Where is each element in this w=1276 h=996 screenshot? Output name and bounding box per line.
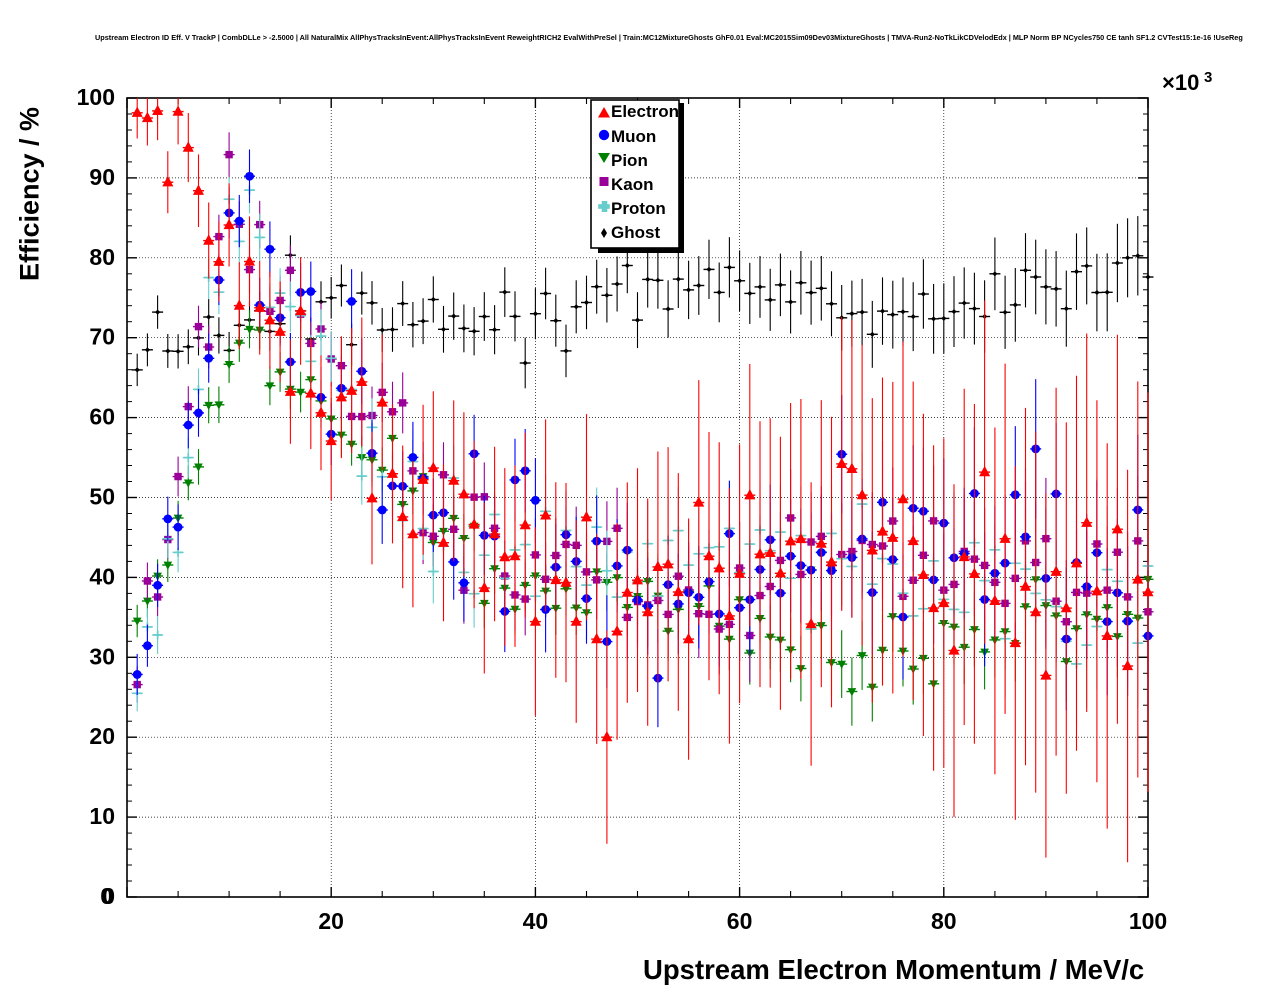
svg-text:50: 50 — [89, 484, 115, 510]
svg-text:80: 80 — [89, 244, 115, 270]
svg-text:10: 10 — [89, 803, 115, 829]
svg-text:×10: ×10 — [1162, 70, 1199, 95]
svg-text:Ghost: Ghost — [611, 223, 660, 242]
svg-text:Kaon: Kaon — [611, 175, 654, 194]
svg-text:100: 100 — [1129, 908, 1167, 934]
svg-text:Pion: Pion — [611, 151, 648, 170]
svg-text:20: 20 — [318, 908, 344, 934]
svg-text:90: 90 — [89, 164, 115, 190]
svg-text:20: 20 — [89, 723, 115, 749]
svg-text:60: 60 — [727, 908, 753, 934]
svg-text:80: 80 — [931, 908, 957, 934]
svg-text:0: 0 — [100, 883, 113, 909]
svg-text:3: 3 — [1204, 69, 1212, 86]
svg-text:100: 100 — [77, 84, 115, 110]
svg-text:Proton: Proton — [611, 199, 666, 218]
svg-text:40: 40 — [523, 908, 549, 934]
svg-text:30: 30 — [89, 643, 115, 669]
svg-text:70: 70 — [89, 324, 115, 350]
svg-text:60: 60 — [89, 404, 115, 430]
svg-text:Muon: Muon — [611, 127, 656, 146]
svg-text:Electron: Electron — [611, 102, 679, 121]
svg-text:40: 40 — [89, 563, 115, 589]
